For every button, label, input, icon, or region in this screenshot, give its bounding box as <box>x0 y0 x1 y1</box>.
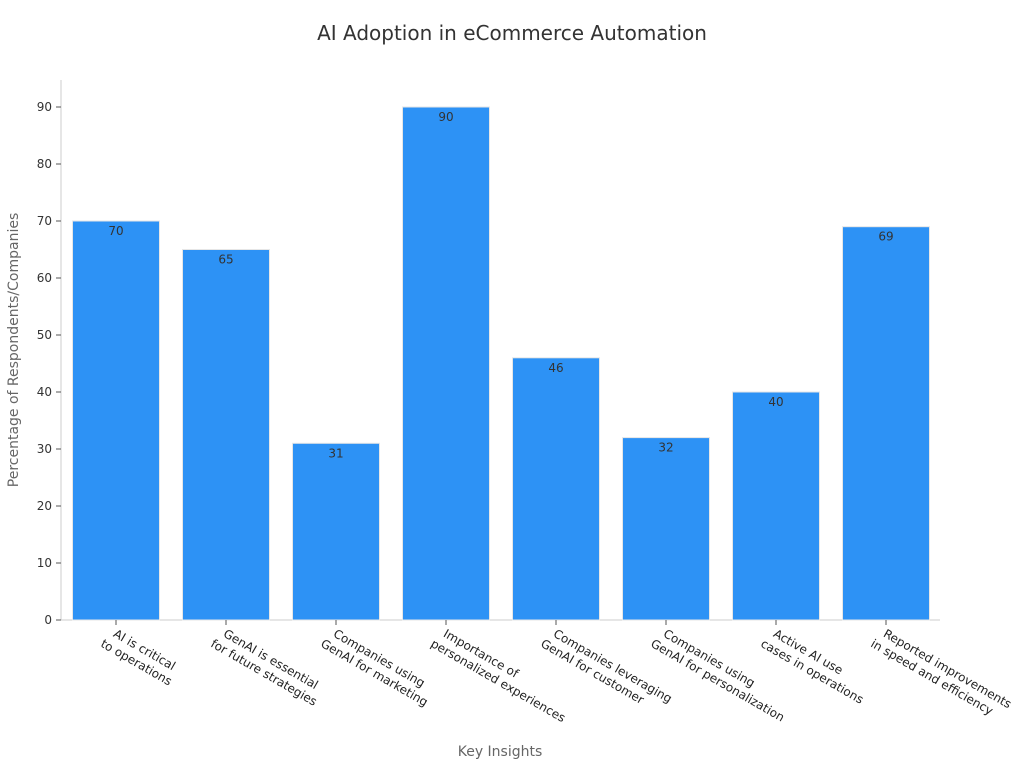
y-tick-label: 90 <box>37 100 52 114</box>
x-tick-label-line: Reported improvements <box>881 626 1014 711</box>
bar-value-label: 46 <box>548 361 563 375</box>
y-tick-label: 0 <box>44 613 52 627</box>
y-tick-label: 40 <box>37 385 52 399</box>
bar-value-label: 65 <box>218 253 233 267</box>
bar-value-label: 32 <box>658 441 673 455</box>
bars-group: 70 65 31 90 46 32 40 69 <box>72 106 930 621</box>
bar-value-label: 70 <box>108 224 123 238</box>
bar <box>512 357 600 621</box>
x-axis-title: Key Insights <box>458 744 543 760</box>
bar <box>72 220 160 621</box>
bar <box>622 437 710 621</box>
bar <box>402 106 490 621</box>
y-tick-label: 30 <box>37 442 52 456</box>
bar-value-label: 69 <box>878 230 893 244</box>
y-tick-label: 60 <box>37 271 52 285</box>
y-axis-title: Percentage of Respondents/Companies <box>6 213 22 487</box>
bar <box>292 442 380 621</box>
y-tick-label: 70 <box>37 214 52 228</box>
bar <box>732 391 820 621</box>
bar <box>842 226 930 621</box>
bar <box>182 249 270 621</box>
bar-value-label: 40 <box>768 395 783 409</box>
y-tick-label: 20 <box>37 499 52 513</box>
chart-title: AI Adoption in eCommerce Automation <box>317 21 707 45</box>
y-tick-label: 80 <box>37 157 52 171</box>
y-tick-label: 10 <box>37 556 52 570</box>
y-tick-label: 50 <box>37 328 52 342</box>
bar-value-label: 90 <box>438 110 453 124</box>
bar-value-label: 31 <box>328 446 343 460</box>
y-axis-ticks: 0 10 20 30 40 50 60 70 80 90 <box>37 100 61 627</box>
